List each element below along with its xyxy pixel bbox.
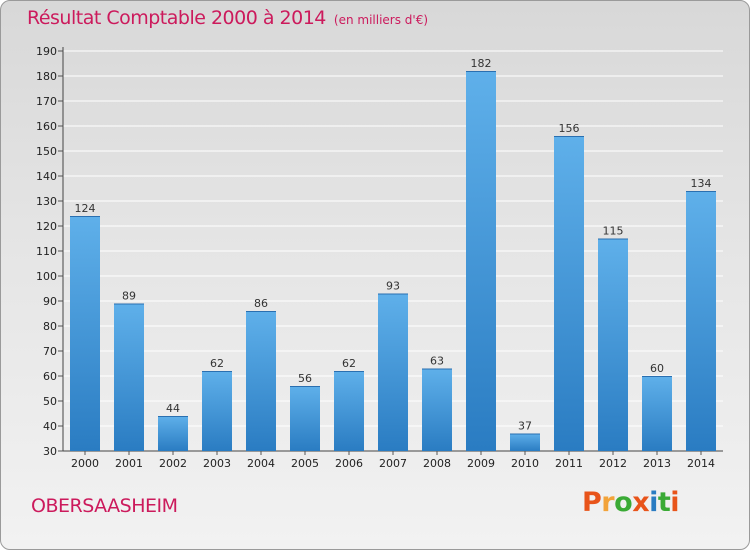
data-label: 62 — [342, 357, 356, 370]
title-text: Résultat Comptable 2000 à 2014 — [27, 7, 326, 29]
x-tick-label: 2005 — [291, 457, 319, 470]
y-tick-label: 80 — [43, 320, 57, 333]
x-tick-label: 2002 — [159, 457, 187, 470]
bar — [334, 371, 364, 451]
data-label: 115 — [603, 225, 624, 238]
logo-letter: P — [582, 487, 602, 518]
bar — [642, 376, 672, 451]
logo-letter: x — [632, 487, 650, 518]
y-tick-label: 130 — [36, 195, 57, 208]
bar — [378, 293, 408, 451]
y-tick-label: 70 — [43, 345, 57, 358]
y-tick-label: 50 — [43, 395, 57, 408]
x-tick-label: 2013 — [643, 457, 671, 470]
y-tick-label: 40 — [43, 420, 57, 433]
bar — [246, 311, 276, 451]
data-label: 86 — [254, 297, 268, 310]
data-label: 37 — [518, 420, 532, 433]
logo-letter: i — [649, 487, 658, 518]
unit-note: (en milliers d'€) — [333, 13, 429, 27]
data-label: 134 — [691, 177, 712, 190]
logo-letter: r — [601, 487, 615, 518]
x-tick-label: 2000 — [71, 457, 99, 470]
y-tick-label: 100 — [36, 270, 57, 283]
x-tick-label: 2003 — [203, 457, 231, 470]
data-label: 63 — [430, 355, 444, 368]
y-tick-label: 170 — [36, 95, 57, 108]
y-tick-label: 110 — [36, 245, 57, 258]
x-tick-label: 2004 — [247, 457, 275, 470]
data-label: 60 — [650, 362, 664, 375]
bar — [598, 238, 628, 451]
x-tick-label: 2009 — [467, 457, 495, 470]
bar — [114, 303, 144, 451]
bar — [466, 71, 496, 451]
proxiti-logo: Proxiti — [582, 487, 680, 518]
data-label: 62 — [210, 357, 224, 370]
x-tick-label: 2011 — [555, 457, 583, 470]
x-tick-label: 2010 — [511, 457, 539, 470]
y-tick-label: 160 — [36, 120, 57, 133]
y-tick-label: 120 — [36, 220, 57, 233]
y-tick-label: 190 — [36, 45, 57, 58]
x-tick-label: 2006 — [335, 457, 363, 470]
y-tick-label: 30 — [43, 445, 57, 458]
y-tick-label: 180 — [36, 70, 57, 83]
data-label: 124 — [75, 202, 96, 215]
data-label: 89 — [122, 290, 136, 303]
data-label: 93 — [386, 280, 400, 293]
x-tick-label: 2012 — [599, 457, 627, 470]
logo-letter: i — [670, 487, 680, 518]
commune-name: OBERSAASHEIM — [31, 495, 178, 517]
y-tick-label: 150 — [36, 145, 57, 158]
data-label: 44 — [166, 402, 180, 415]
chart-title: Résultat Comptable 2000 à 2014 (en millie… — [27, 7, 428, 29]
bar — [422, 368, 452, 451]
logo-letter: o — [614, 487, 633, 518]
data-label: 182 — [471, 57, 492, 70]
y-tick-label: 60 — [43, 370, 57, 383]
bar — [70, 216, 100, 451]
x-tick-label: 2007 — [379, 457, 407, 470]
logo-letter: t — [657, 487, 671, 518]
x-tick-label: 2008 — [423, 457, 451, 470]
data-label: 56 — [298, 372, 312, 385]
x-tick-label: 2014 — [687, 457, 715, 470]
y-tick-label: 90 — [43, 295, 57, 308]
bar — [686, 191, 716, 451]
data-label: 156 — [559, 122, 580, 135]
bar — [202, 371, 232, 451]
bar — [554, 136, 584, 451]
x-tick-label: 2001 — [115, 457, 143, 470]
bar — [510, 433, 540, 451]
y-tick-label: 140 — [36, 170, 57, 183]
bar — [158, 416, 188, 451]
bar — [290, 386, 320, 451]
